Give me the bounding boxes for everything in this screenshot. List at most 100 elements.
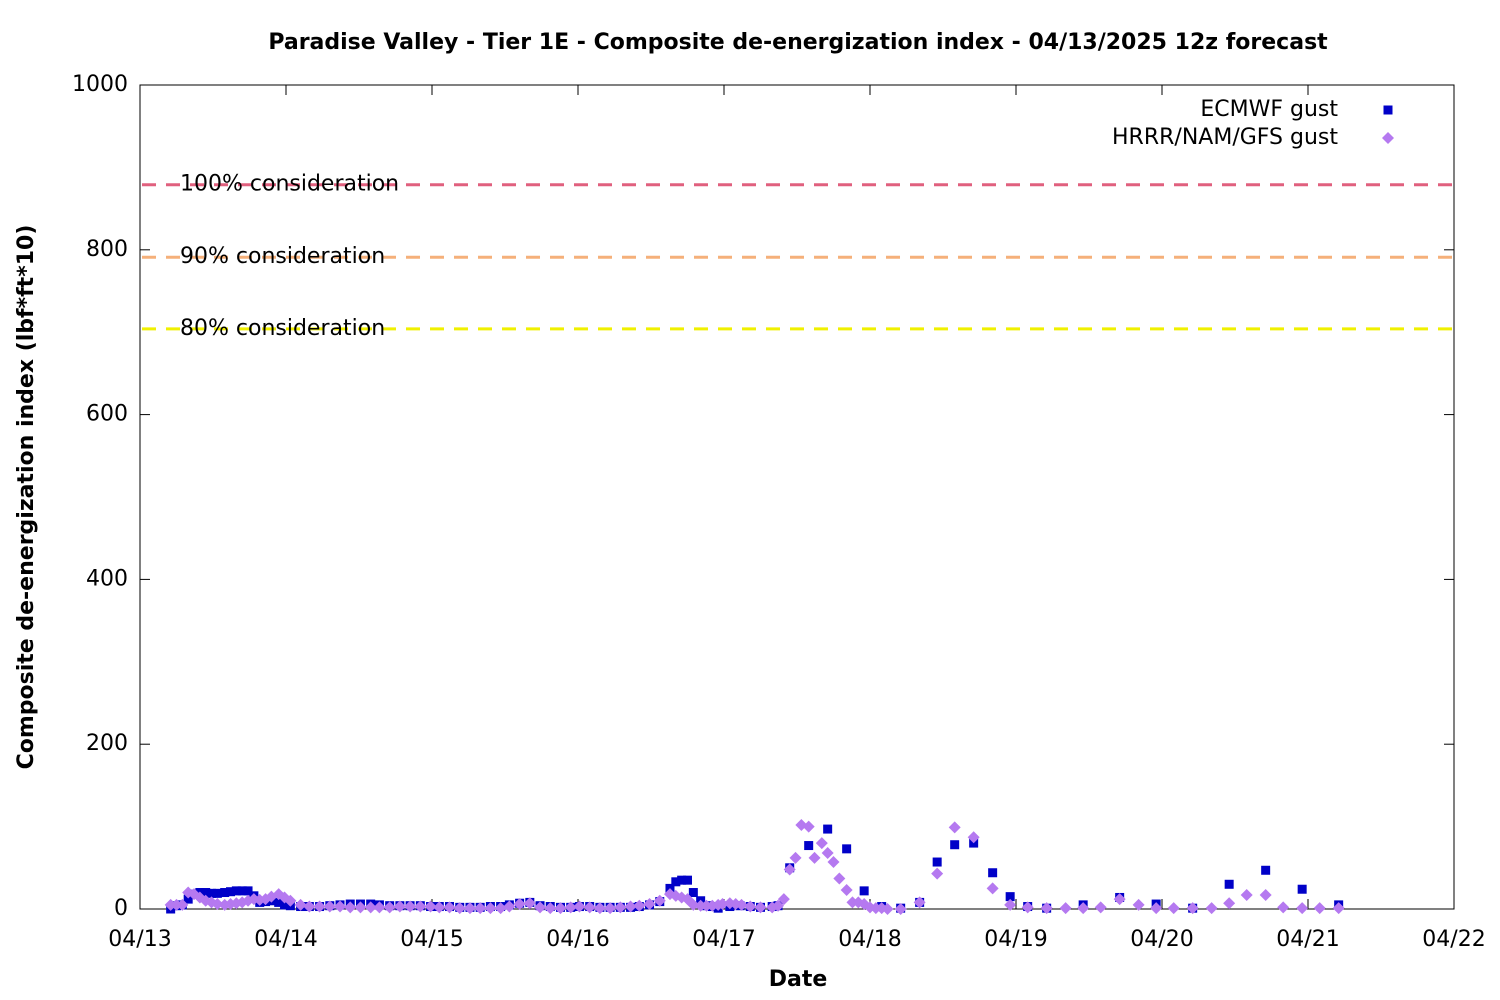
y-tick-label: 200	[86, 731, 128, 756]
diamond-marker	[687, 898, 700, 911]
legend-label: HRRR/NAM/GFS gust	[1112, 125, 1338, 150]
diamond-marker	[1186, 902, 1199, 915]
diamond-marker	[840, 884, 853, 897]
diamond-marker	[643, 898, 656, 911]
x-tick-label: 04/13	[108, 927, 171, 952]
diamond-marker	[1077, 902, 1090, 915]
x-tick-label: 04/17	[692, 927, 755, 952]
diamond-marker	[1132, 898, 1145, 911]
diamond-marker	[323, 900, 336, 913]
diamond-marker	[1332, 902, 1345, 915]
diamond-marker	[393, 900, 406, 913]
reference-label: 90% consideration	[180, 244, 385, 269]
x-tick-label: 04/22	[1422, 927, 1485, 952]
x-axis-label: Date	[769, 967, 828, 992]
square-marker	[212, 888, 222, 898]
diamond-marker	[604, 902, 617, 915]
square-marker	[988, 868, 998, 878]
diamond-marker	[772, 899, 785, 912]
square-marker	[220, 888, 230, 898]
diamond-marker	[284, 894, 297, 907]
diamond-marker	[344, 901, 357, 914]
diamond-marker	[303, 900, 316, 913]
legend-marker	[1383, 105, 1393, 115]
diamond-marker	[1313, 902, 1326, 915]
square-marker	[226, 887, 236, 897]
diamond-marker	[1167, 902, 1180, 915]
square-marker	[1297, 884, 1307, 894]
diamond-marker	[1040, 902, 1053, 915]
diamond-marker	[554, 902, 567, 915]
diamond-marker	[808, 851, 821, 864]
diamond-marker	[414, 900, 427, 913]
square-marker	[823, 824, 833, 834]
diamond-marker	[1223, 897, 1236, 910]
diamond-marker	[913, 896, 926, 909]
diamond-marker	[789, 851, 802, 864]
diamond-marker	[404, 900, 417, 913]
square-marker	[231, 886, 241, 896]
y-tick-label: 400	[86, 566, 128, 591]
diamond-marker	[424, 900, 437, 913]
diamond-marker	[503, 900, 516, 913]
diamond-marker	[474, 902, 487, 915]
diamond-marker	[1094, 901, 1107, 914]
plot-frame	[139, 84, 1455, 910]
square-marker	[804, 841, 814, 851]
diamond-marker	[334, 900, 347, 913]
square-marker	[1005, 892, 1015, 902]
diamond-marker	[624, 900, 637, 913]
diamond-marker	[313, 900, 326, 913]
diamond-marker	[1150, 902, 1163, 915]
diamond-marker	[1059, 902, 1072, 915]
diamond-marker	[735, 898, 748, 911]
diamond-marker	[1021, 901, 1034, 914]
diamond-marker	[716, 898, 729, 911]
square-marker	[237, 886, 247, 896]
diamond-marker	[513, 898, 526, 911]
diamond-marker	[573, 900, 586, 913]
diamond-marker	[821, 846, 834, 859]
x-tick-label: 04/14	[254, 927, 317, 952]
x-tick-label: 04/19	[984, 927, 1047, 952]
square-marker	[688, 888, 698, 898]
y-axis-label: Composite de-energization index (lbf*ft*…	[14, 225, 39, 770]
diamond-marker	[564, 901, 577, 914]
y-tick-label: 800	[86, 237, 128, 262]
square-marker	[201, 888, 211, 898]
x-tick-label: 04/21	[1276, 927, 1339, 952]
diamond-marker	[364, 901, 377, 914]
diamond-marker	[633, 899, 646, 912]
diamond-marker	[931, 867, 944, 880]
diamond-marker	[494, 902, 507, 915]
diamond-marker	[833, 872, 846, 885]
x-tick-label: 04/15	[400, 927, 463, 952]
diamond-marker	[754, 901, 767, 914]
diamond-marker	[544, 902, 557, 915]
diamond-marker	[1113, 893, 1126, 906]
square-marker	[280, 900, 290, 910]
diamond-marker	[777, 893, 790, 906]
diamond-marker	[354, 901, 367, 914]
diamond-marker	[433, 901, 446, 914]
square-marker	[683, 875, 692, 885]
x-tick-label: 04/20	[1130, 927, 1193, 952]
diamond-marker	[802, 820, 815, 833]
diamond-marker	[176, 898, 189, 911]
diamond-marker	[534, 901, 547, 914]
diamond-marker	[1296, 902, 1309, 915]
square-marker	[207, 888, 217, 898]
square-marker	[859, 886, 869, 896]
diamond-marker	[373, 901, 386, 914]
legend-marker	[1382, 132, 1394, 144]
square-marker	[183, 894, 193, 904]
diamond-marker	[583, 901, 596, 914]
diamond-marker	[1277, 901, 1290, 914]
diamond-marker	[948, 821, 961, 834]
diamond-marker	[614, 901, 627, 914]
diamond-marker	[881, 903, 894, 915]
reference-label: 100% consideration	[180, 172, 399, 197]
x-tick-label: 04/18	[838, 927, 901, 952]
